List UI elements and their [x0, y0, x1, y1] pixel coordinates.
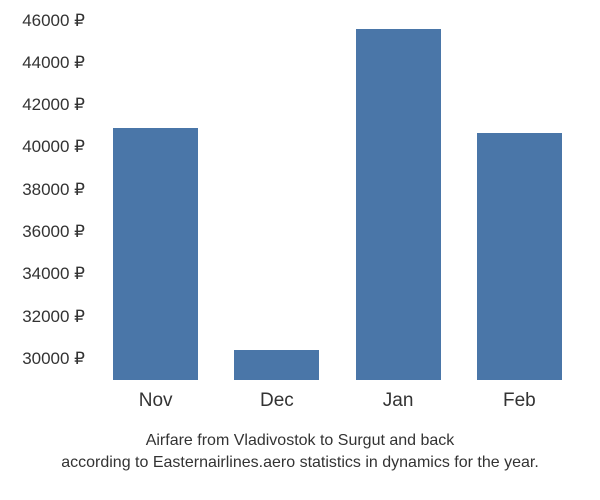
chart-caption: Airfare from Vladivostok to Surgut and b… [0, 430, 600, 475]
y-tick-label: 36000 ₽ [22, 222, 85, 242]
bar [113, 128, 198, 380]
x-axis: Nov Dec Jan Feb [95, 385, 580, 415]
y-tick-label: 42000 ₽ [22, 95, 85, 115]
x-tick-label: Jan [383, 390, 414, 412]
bars-container [95, 10, 580, 380]
y-tick-label: 46000 ₽ [22, 11, 85, 31]
caption-line-1: Airfare from Vladivostok to Surgut and b… [20, 430, 580, 452]
bar [477, 133, 562, 380]
bar [356, 29, 441, 380]
y-tick-label: 30000 ₽ [22, 349, 85, 369]
y-axis: 30000 ₽ 32000 ₽ 34000 ₽ 36000 ₽ 38000 ₽ 40000… [0, 10, 90, 380]
y-tick-label: 40000 ₽ [22, 137, 85, 157]
x-tick-label: Nov [139, 390, 173, 412]
y-tick-label: 34000 ₽ [22, 264, 85, 284]
y-tick-label: 38000 ₽ [22, 180, 85, 200]
chart-plot-area [95, 10, 580, 380]
x-tick-label: Dec [260, 390, 294, 412]
caption-line-2: according to Easternairlines.aero statis… [20, 452, 580, 474]
bar [234, 350, 319, 380]
y-tick-label: 44000 ₽ [22, 53, 85, 73]
x-tick-label: Feb [503, 390, 536, 412]
y-tick-label: 32000 ₽ [22, 307, 85, 327]
